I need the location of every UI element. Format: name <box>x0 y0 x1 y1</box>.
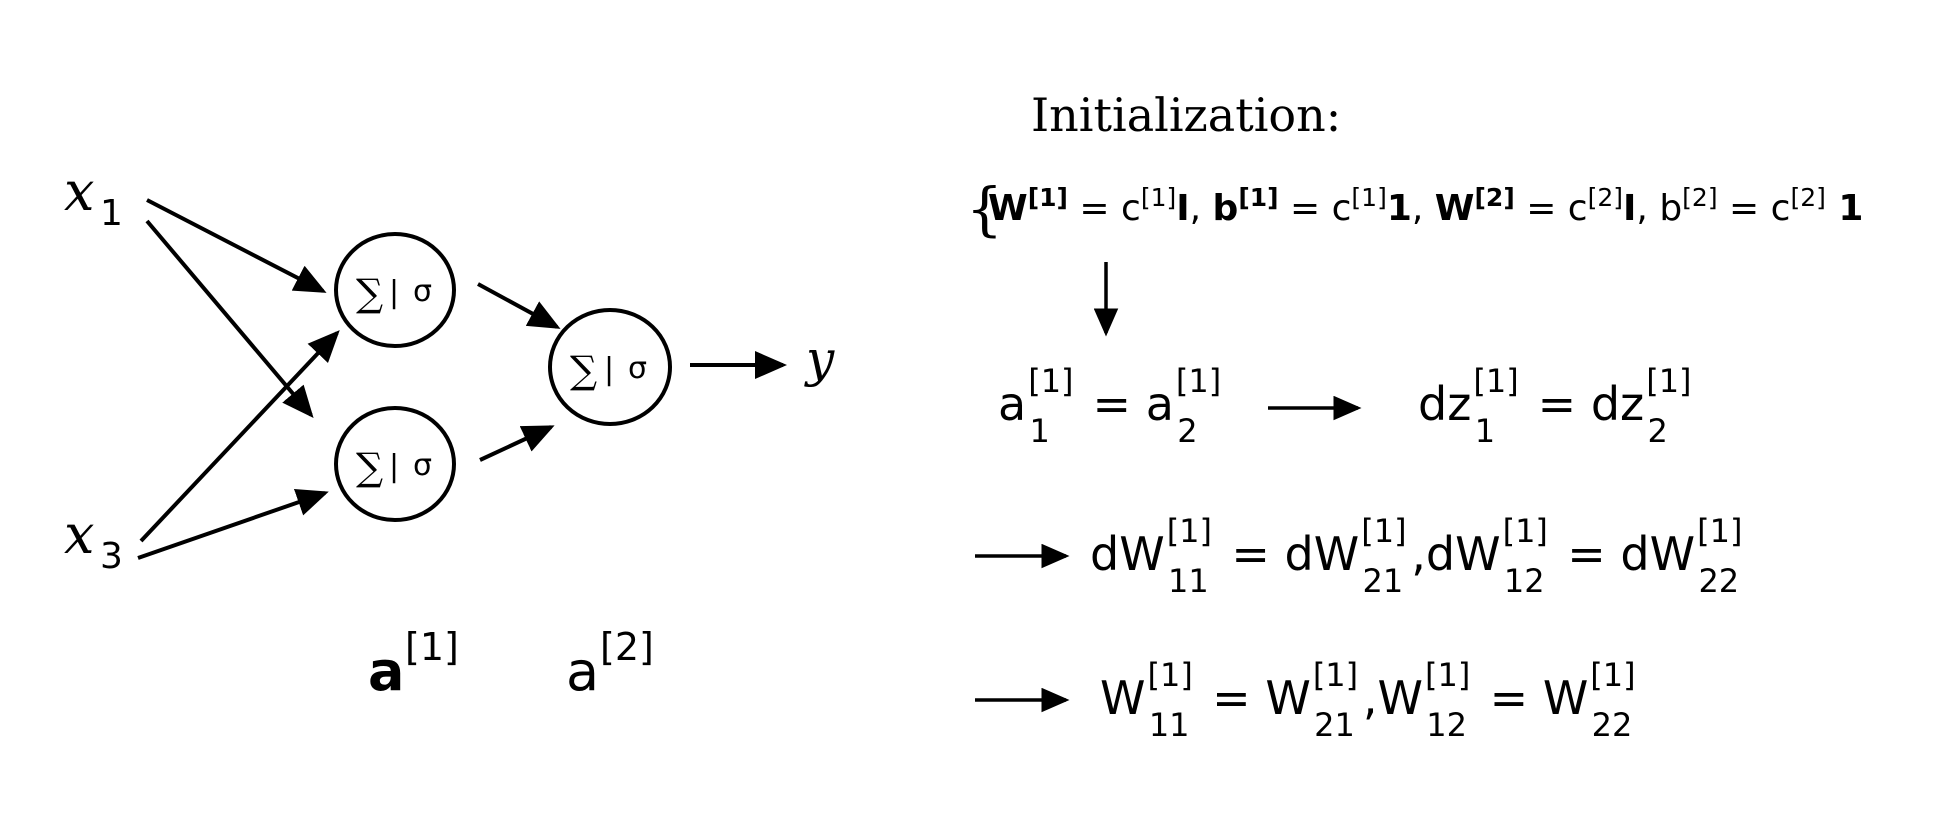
initialization-heading: Initialization: <box>1031 88 1341 142</box>
equation-dz1-equals-dz2: dz[1] 1 = dz[1] 2 <box>1418 362 1692 450</box>
network-diagram: x 1 x 3 ∑ | σ ∑ | σ <box>64 160 835 703</box>
sigma-symbol: σ <box>413 448 432 483</box>
input-x3: x 3 <box>64 503 123 577</box>
hidden-neuron-1-circle <box>334 232 456 348</box>
edge-x3-h2 <box>137 488 329 560</box>
edge-h2-out <box>479 425 555 462</box>
hidden-neuron-1: ∑ | σ <box>334 232 456 348</box>
sigma-symbol: σ <box>628 351 647 386</box>
layer-label-a2-base: a <box>566 640 599 703</box>
output-neuron: ∑ | σ <box>548 308 672 426</box>
hidden-neuron-2: ∑ | σ <box>334 406 456 522</box>
separator-bar: | <box>389 275 399 310</box>
sum-symbol: ∑ <box>356 445 383 489</box>
edge-h1-out <box>477 282 561 329</box>
hidden-neuron-2-circle <box>334 406 456 522</box>
layer-label-a1: a [1] <box>368 625 459 703</box>
sum-symbol: ∑ <box>356 271 383 315</box>
equation-W-symmetry: W[1] 11 = W[1] 21 ,W[1] 12 = W[1] 22 <box>1100 656 1636 744</box>
equation-a1-equals-a2: a[1] 1 = a[1] 2 <box>998 362 1221 450</box>
input-x3-sub: 3 <box>100 536 123 577</box>
output-label-y: y <box>804 330 835 388</box>
edge-x3-h1 <box>139 330 340 543</box>
equations-panel: Initialization: { W[1] = c[1]I, b[1] = c… <box>966 88 1863 744</box>
output-neuron-circle <box>548 308 672 426</box>
layer-label-a1-sup: [1] <box>405 625 459 669</box>
edge-x1-h2 <box>145 219 314 419</box>
sum-symbol: ∑ <box>570 348 597 392</box>
edge-x1-h1 <box>146 198 327 293</box>
init-equation: W[1] = c[1]I, b[1] = c[1]1, W[2] = c[2]I… <box>988 183 1863 229</box>
left-brace: { <box>966 175 1003 243</box>
layer-label-a2: a [2] <box>566 625 654 703</box>
layer-label-a2-sup: [2] <box>600 625 654 669</box>
input-x3-base: x <box>64 503 94 566</box>
input-x1-base: x <box>64 160 94 223</box>
sigma-symbol: σ <box>413 274 432 309</box>
separator-bar: | <box>389 449 399 484</box>
separator-bar: | <box>604 352 614 387</box>
input-x1-sub: 1 <box>100 193 123 234</box>
equation-dW-symmetry: dW[1] 11 = dW[1] 21 ,dW[1] 12 = dW[1] 22 <box>1090 512 1742 600</box>
layer-label-a1-base: a <box>368 640 404 703</box>
input-x1: x 1 <box>64 160 123 234</box>
